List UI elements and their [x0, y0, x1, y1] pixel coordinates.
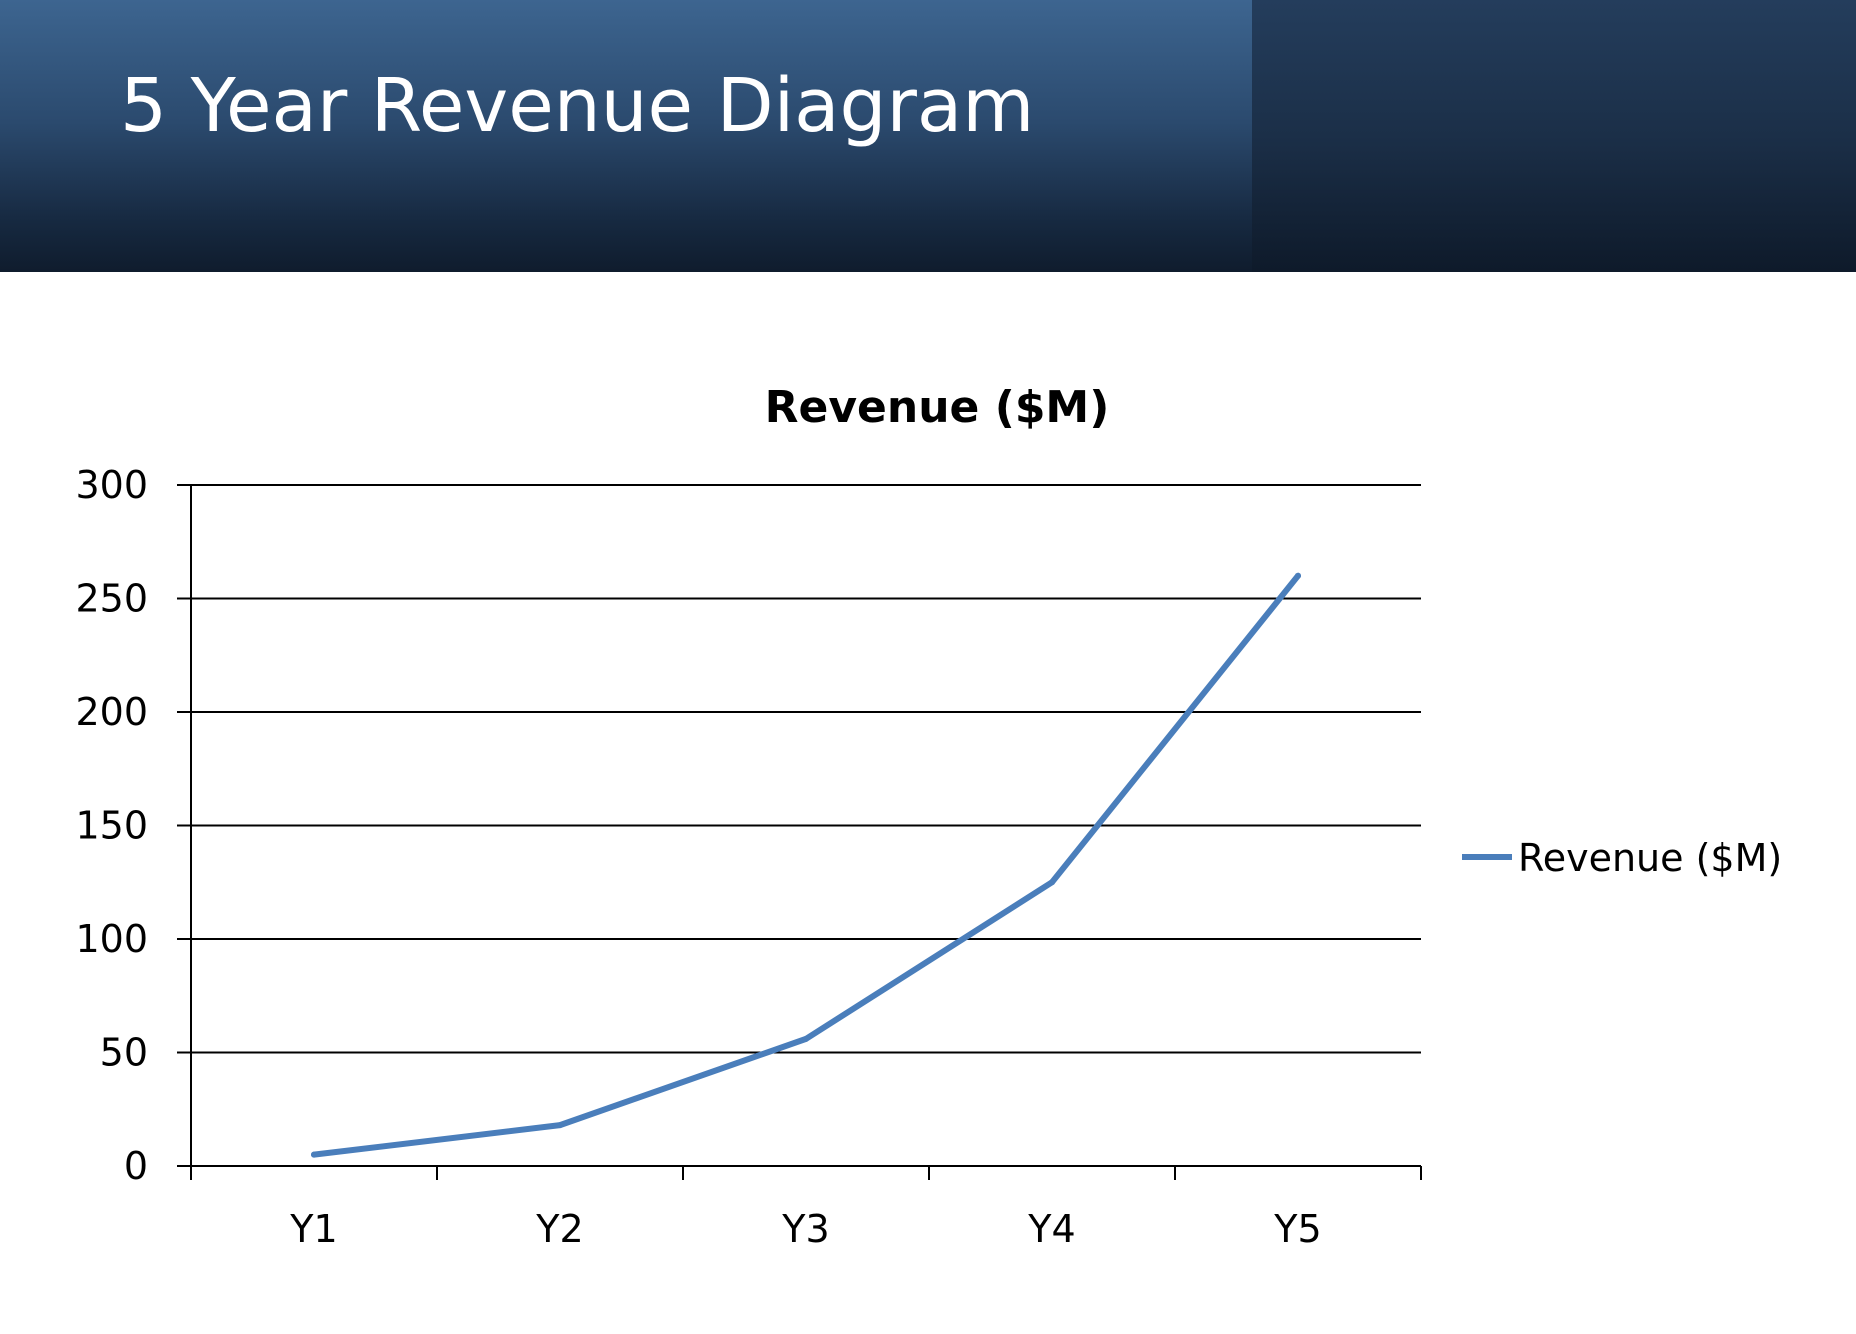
- x-axis-tick-labels: Y1 Y2 Y3 Y4 Y5: [289, 1207, 1321, 1251]
- data-point-y1: [311, 1151, 317, 1158]
- legend-label: Revenue ($M): [1518, 836, 1782, 880]
- data-point-y2: [557, 1122, 563, 1129]
- data-point-y3: [803, 1035, 809, 1042]
- chart-axes: [177, 485, 1422, 1180]
- y-tick-label: 0: [124, 1144, 148, 1188]
- chart-gridlines: [177, 484, 1421, 1167]
- y-tick-label: 300: [75, 463, 148, 507]
- title-banner-panel: [1252, 0, 1856, 272]
- x-tick-label-y4: Y4: [1027, 1207, 1075, 1251]
- y-axis-tick-labels: 0 50 100 150 200 250 300: [75, 463, 148, 1188]
- revenue-line-chart: Revenue ($M) 0 50 100 150 200 250 300 Y1 Y2 Y3 Y4…: [75, 382, 1782, 1251]
- chart-legend: Revenue ($M): [1462, 836, 1782, 880]
- x-tick-label-y1: Y1: [289, 1207, 337, 1251]
- data-point-y4: [1049, 879, 1055, 886]
- slide-title: 5 Year Revenue Diagram: [120, 63, 1035, 149]
- y-tick-label: 150: [75, 804, 148, 848]
- x-tick-label-y3: Y3: [781, 1207, 829, 1251]
- chart-series: [311, 572, 1301, 1158]
- y-tick-label: 50: [100, 1031, 148, 1075]
- title-banner: 5 Year Revenue Diagram: [0, 0, 1856, 272]
- y-tick-label: 200: [75, 690, 148, 734]
- chart-title: Revenue ($M): [765, 382, 1110, 433]
- x-tick-label-y2: Y2: [535, 1207, 583, 1251]
- series-line-revenue: [311, 572, 1301, 1158]
- y-tick-label: 250: [75, 577, 148, 621]
- data-point-y5: [1295, 572, 1301, 579]
- y-tick-label: 100: [75, 917, 148, 961]
- x-tick-label-y5: Y5: [1273, 1207, 1321, 1251]
